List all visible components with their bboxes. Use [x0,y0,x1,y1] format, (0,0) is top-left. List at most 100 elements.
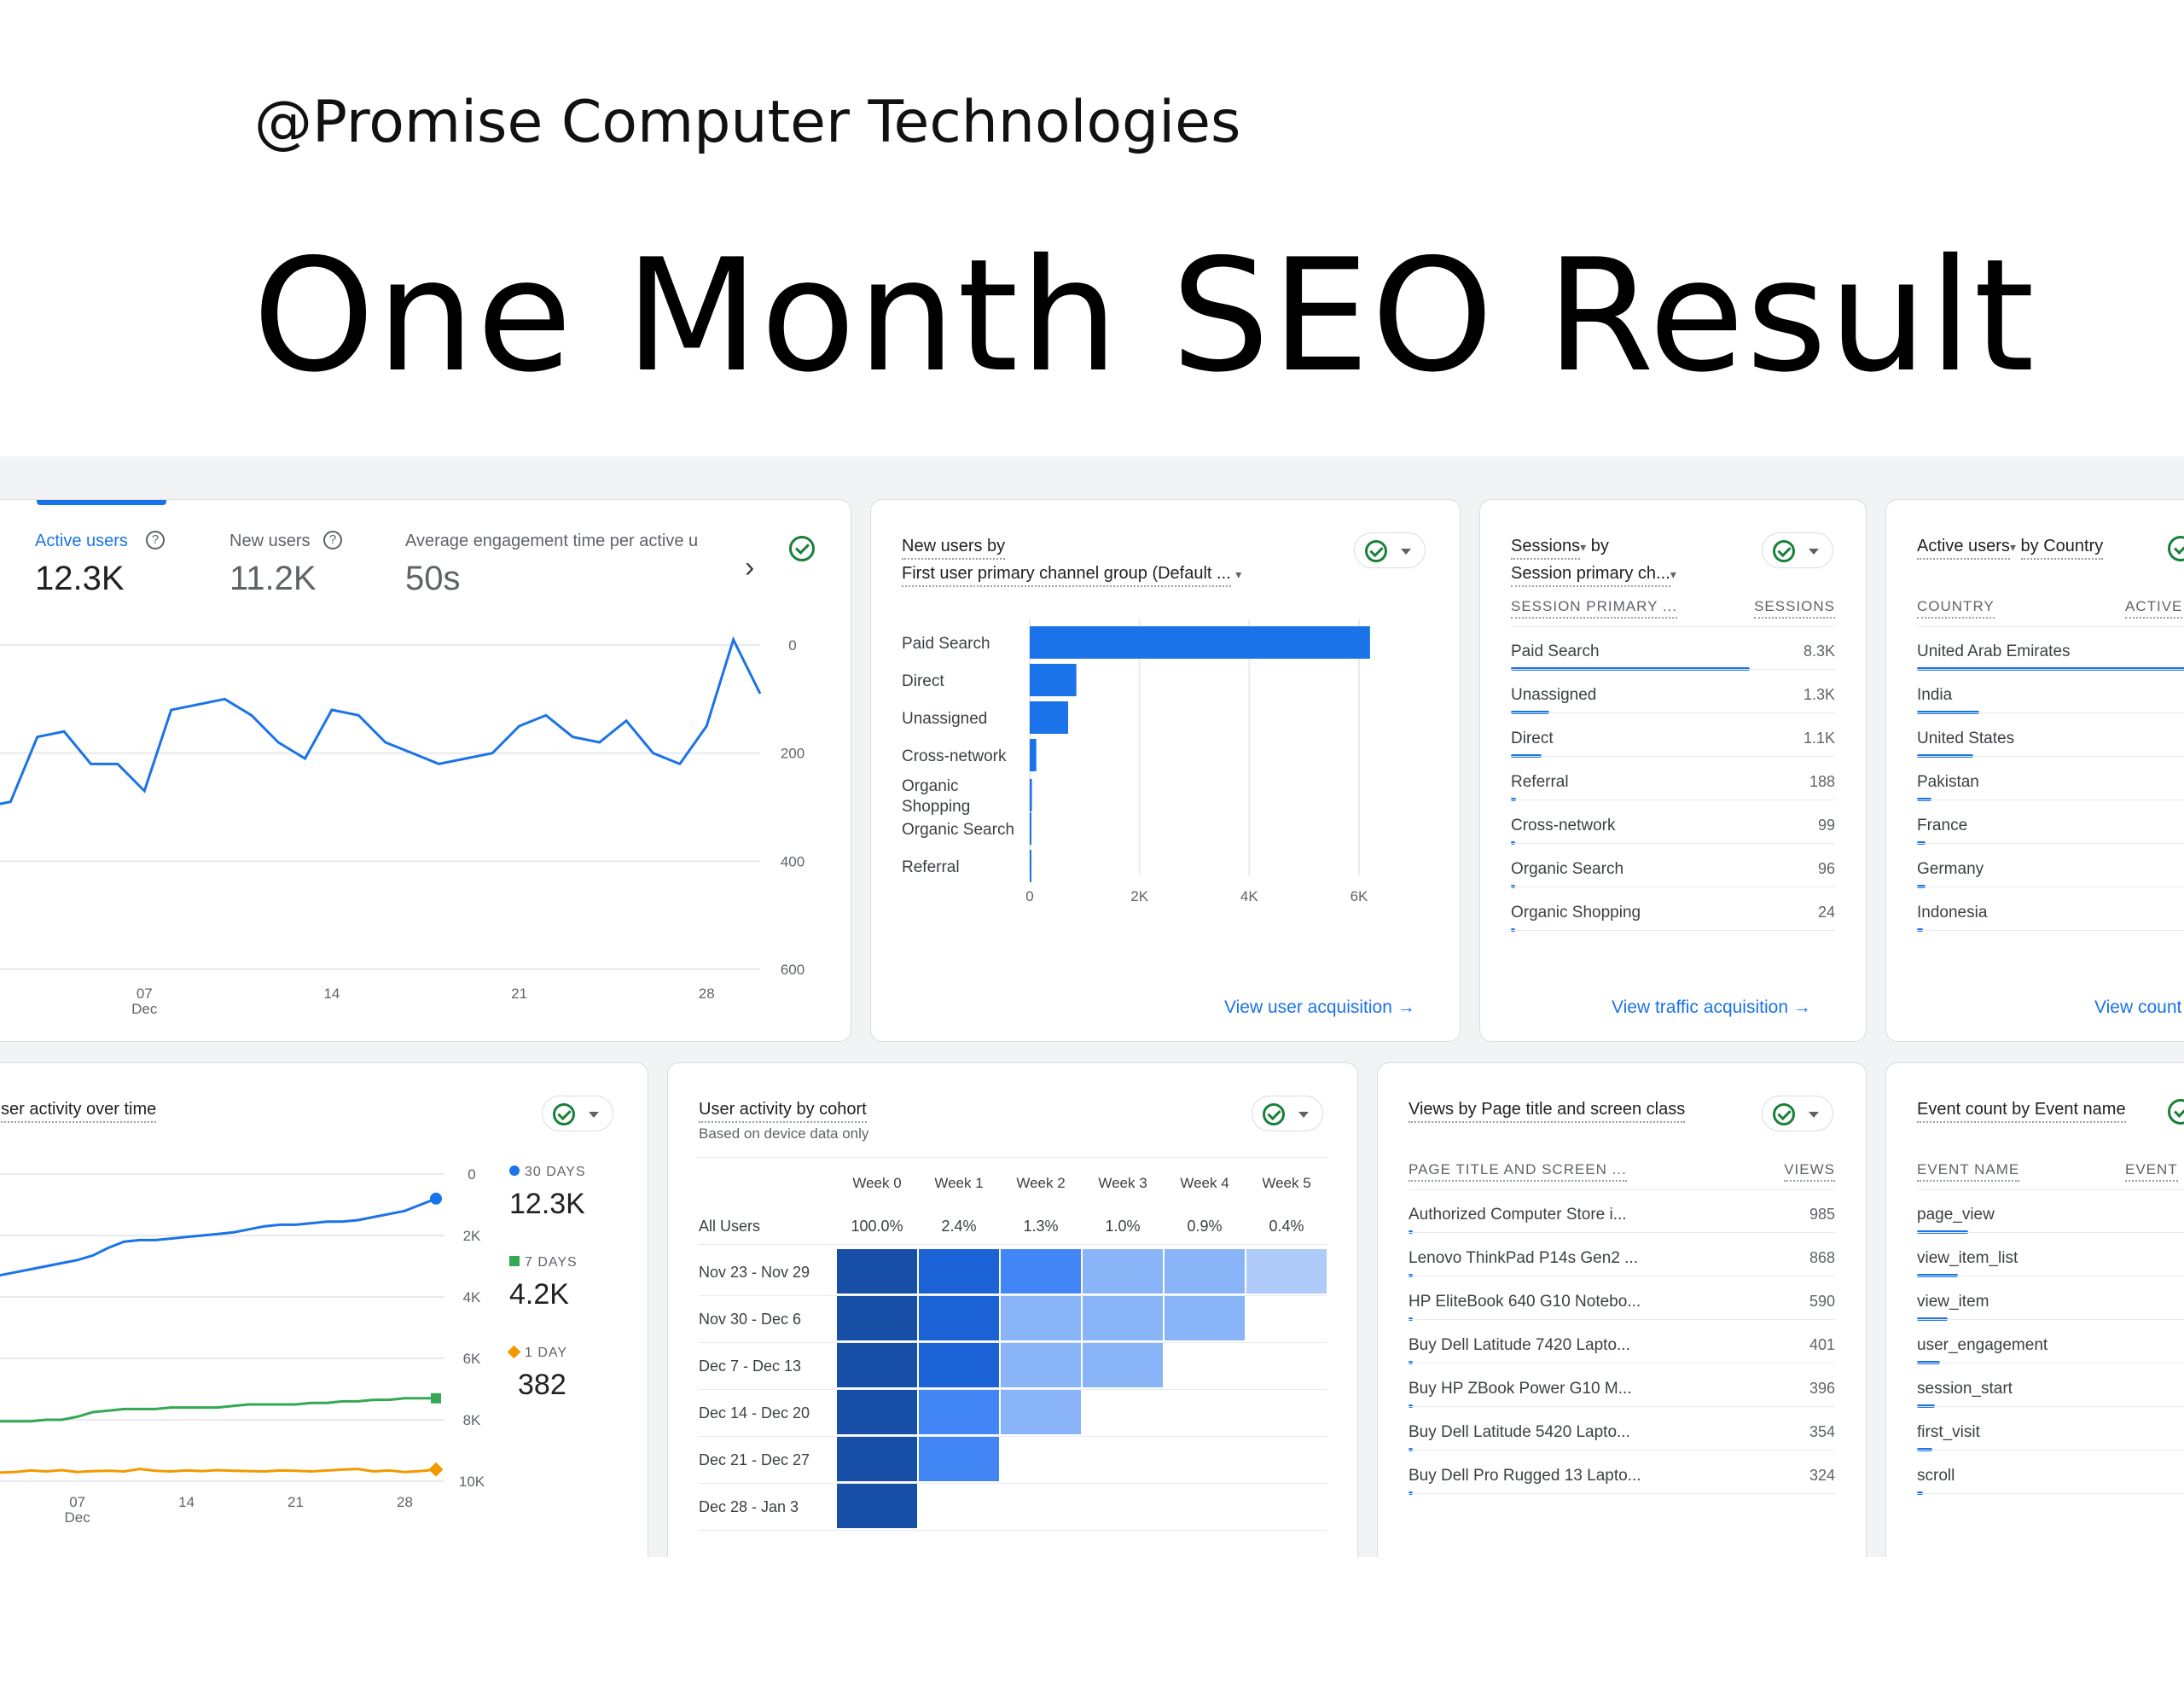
view-user-acquisition-link[interactable]: View user acquisition → [1224,997,1415,1017]
view-country-link[interactable]: View count [2094,997,2182,1017]
table-row[interactable]: United Arab Emirates [1886,637,2184,680]
table-row[interactable]: HP EliteBook 640 G10 Notebo... 590 [1378,1287,1866,1330]
column-header[interactable]: COUNTRY [1917,598,1995,619]
bar-organic-shopping [1030,779,1032,811]
y-tick-label: 0 [788,637,796,654]
bar-unassigned [1030,701,1069,734]
row-divider [1511,669,1835,670]
activity-card: ser activity over time 10K 8K 6K 4K 2K 0 07 Dec… [0,1062,648,1557]
table-row[interactable]: first_visit [1886,1417,2184,1461]
y-tick-label: 200 [781,746,804,762]
compare-dropdown[interactable] [542,1096,613,1131]
x-tick-label: 07 [136,985,153,1002]
table-row[interactable]: Buy HP ZBook Power G10 M... 396 [1378,1374,1866,1417]
legend-value-30-days: 12.3K [509,1188,585,1220]
metric-label-active-users[interactable]: Active users [35,532,128,550]
table-row[interactable]: United States [1886,724,2184,767]
chevron-down-icon [589,1112,599,1118]
all-users-value: 0.4% [1269,1218,1304,1235]
week-header: Week 2 [1016,1175,1066,1191]
table-row[interactable]: Unassigned 1.3K [1480,680,1866,724]
table-row[interactable]: Organic Search 96 [1480,854,1866,898]
table-row[interactable]: Lenovo ThinkPad P14s Gen2 ... 868 [1378,1243,1866,1287]
bar-cross-network [1030,739,1037,771]
dimension-selector[interactable]: Session primary ch...▾ [1511,564,1676,587]
column-header[interactable]: VIEWS [1784,1161,1835,1182]
help-icon[interactable]: ? [146,531,165,549]
week-header: Week 0 [852,1175,902,1191]
table-row[interactable]: Referral 188 [1480,767,1866,811]
table-row[interactable]: France [1886,811,2184,854]
row-value: 24 [1817,904,1835,921]
metric-label-engagement[interactable]: Average engagement time per active u [405,532,699,549]
table-row[interactable]: scroll [1886,1461,2184,1504]
table-row[interactable]: Paid Search 8.3K [1480,637,1866,680]
table-row[interactable]: Organic Shopping 24 [1480,898,1866,941]
column-header[interactable]: EVENT [2125,1161,2178,1182]
table-row[interactable]: session_start [1886,1374,2184,1417]
cohort-cell [837,1343,917,1387]
dimension-selector[interactable]: First user primary channel group (Defaul… [902,564,1241,587]
row-divider [1917,1450,2184,1451]
column-header[interactable]: SESSION PRIMARY ... [1511,598,1678,619]
cohort-cell [919,1249,999,1294]
table-row[interactable]: Buy Dell Latitude 7420 Lapto... 401 [1378,1330,1866,1374]
check-circle-icon[interactable] [2168,1099,2184,1125]
all-users-value: 0.9% [1187,1218,1223,1235]
compare-dropdown[interactable] [1354,532,1426,568]
table-row[interactable]: Pakistan [1886,767,2184,811]
row-divider [699,1436,1327,1437]
analytics-screenshot: Active users ? 12.3K New users ? 11.2K A… [0,456,2184,1557]
check-circle-icon [1365,540,1387,562]
metric-label-new-users[interactable]: New users [229,532,311,550]
row-label: page_view [1917,1206,1995,1224]
view-traffic-acquisition-link[interactable]: View traffic acquisition → [1612,997,1811,1017]
column-header[interactable]: SESSIONS [1754,598,1835,619]
row-divider [1511,712,1835,713]
cohort-cell [837,1249,917,1294]
compare-dropdown[interactable] [1762,1096,1833,1131]
column-header[interactable]: PAGE TITLE AND SCREEN ... [1409,1161,1627,1182]
column-header[interactable]: EVENT NAME [1917,1161,2020,1182]
table-row[interactable]: view_item [1886,1287,2184,1330]
chevron-down-icon [1298,1112,1309,1118]
x-tick-label: 21 [288,1494,304,1510]
bar-direct [1030,664,1077,696]
table-row[interactable]: Cross-network 99 [1480,811,1866,854]
table-row[interactable]: Germany [1886,854,2184,898]
table-row[interactable]: India [1886,680,2184,724]
chevron-down-icon [1401,549,1411,555]
help-icon[interactable]: ? [323,531,342,549]
table-row[interactable]: user_engagement [1886,1330,2184,1374]
compare-dropdown[interactable] [1762,532,1833,568]
chevron-right-icon[interactable]: › [745,551,755,584]
row-divider [1409,1232,1835,1233]
check-circle-icon[interactable] [2168,536,2184,561]
row-divider [1409,1493,1835,1494]
metric-selector[interactable]: Sessions▾ by [1511,537,1609,560]
row-value: 396 [1809,1380,1835,1397]
column-header[interactable]: ACTIVE [2125,598,2183,619]
table-row[interactable]: Buy Dell Pro Rugged 13 Lapto... 324 [1378,1461,1866,1504]
row-value: 188 [1809,773,1835,790]
week-header: Week 4 [1180,1175,1229,1191]
series-line-7-days [0,1397,436,1423]
table-row[interactable]: Authorized Computer Store i... 985 [1378,1200,1866,1243]
table-row[interactable]: page_view [1886,1200,2184,1243]
table-row[interactable]: Direct 1.1K [1480,724,1866,767]
x-tick-label: 4K [1240,888,1258,904]
compare-dropdown[interactable] [1252,1096,1323,1131]
row-label: Buy Dell Latitude 5420 Lapto... [1409,1423,1630,1441]
y-tick-label: 4K [463,1289,481,1305]
table-row[interactable]: Buy Dell Latitude 5420 Lapto... 354 [1378,1417,1866,1461]
metric-selector[interactable]: Active users▾ by Country [1917,537,2104,560]
check-circle-icon[interactable] [789,536,815,561]
card-title-pages: Views by Page title and screen class [1409,1100,1686,1123]
table-row[interactable]: Indonesia [1886,898,2184,941]
metric-value-active-users: 12.3K [35,560,125,597]
table-row[interactable]: view_item_list [1886,1243,2184,1287]
y-tick-label: 0 [468,1166,475,1183]
x-tick-label: 0 [1025,888,1033,904]
y-tick-label: 400 [781,853,804,869]
